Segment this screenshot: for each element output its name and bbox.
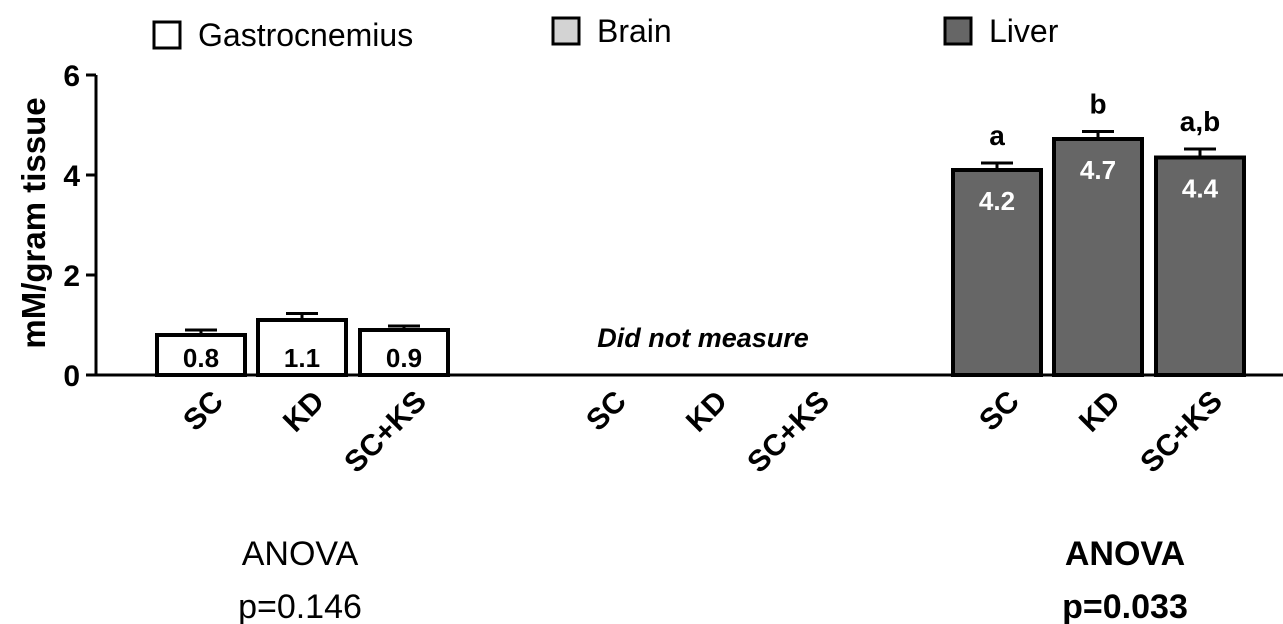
legend-swatch-brain — [551, 16, 581, 46]
data-label: 4.2 — [979, 186, 1015, 216]
x-axis-labels: SC KD SC+KS SC KD SC+KS SC KD SC+KS — [177, 385, 1229, 480]
y-tick-label: 2 — [63, 260, 80, 293]
data-label: 4.4 — [1182, 174, 1219, 204]
category-label: SC+KS — [338, 385, 433, 480]
y-tick-label: 4 — [63, 160, 80, 193]
significance-label: b — [1089, 89, 1106, 120]
legend-swatch-gastrocnemius — [152, 20, 182, 50]
annotations: a b a,b Did not measure ANOVA p=0.146 ANOVA p=0… — [238, 89, 1220, 624]
significance-label: a — [989, 120, 1005, 151]
category-label: SC — [177, 385, 230, 438]
bar-gastrocnemius-sc+ks — [358, 328, 450, 377]
category-label: SC+KS — [741, 385, 836, 480]
legend-label-brain: Brain — [597, 13, 672, 49]
bars: 0.8 1.1 0.9 4.2 4.7 4.4 — [155, 130, 1246, 377]
bar-liver-kd — [1052, 137, 1144, 377]
legend: Gastrocnemius Brain Liver — [152, 13, 1059, 53]
anova-title: ANOVA — [1065, 535, 1185, 573]
legend-label-gastrocnemius: Gastrocnemius — [198, 17, 413, 53]
anova-p-value: p=0.146 — [238, 588, 362, 624]
category-label: KD — [277, 385, 331, 439]
not-measured-note: Did not measure — [597, 323, 809, 353]
data-label: 0.8 — [183, 343, 219, 373]
bar-liver-sc — [951, 168, 1043, 377]
y-tick-label: 6 — [63, 60, 80, 93]
bar-gastrocnemius-kd — [256, 318, 348, 377]
legend-swatch-liver — [943, 16, 973, 46]
category-label: SC — [580, 385, 633, 438]
data-label: 0.9 — [386, 343, 422, 373]
legend-label-liver: Liver — [989, 13, 1059, 49]
category-label: KD — [1073, 385, 1127, 439]
y-tick-label: 0 — [63, 360, 80, 393]
data-label: 1.1 — [284, 343, 320, 373]
anova-title: ANOVA — [242, 535, 359, 573]
bar-gastrocnemius-sc — [155, 333, 247, 377]
category-label: SC+KS — [1134, 385, 1229, 480]
anova-p-value: p=0.033 — [1062, 588, 1188, 624]
data-label: 4.7 — [1080, 155, 1116, 185]
category-label: KD — [680, 385, 734, 439]
significance-label: a,b — [1180, 106, 1220, 137]
category-label: SC — [973, 385, 1026, 438]
y-axis-title: mM/gram tissue — [15, 97, 52, 348]
bar-liver-sc+ks — [1154, 155, 1246, 377]
